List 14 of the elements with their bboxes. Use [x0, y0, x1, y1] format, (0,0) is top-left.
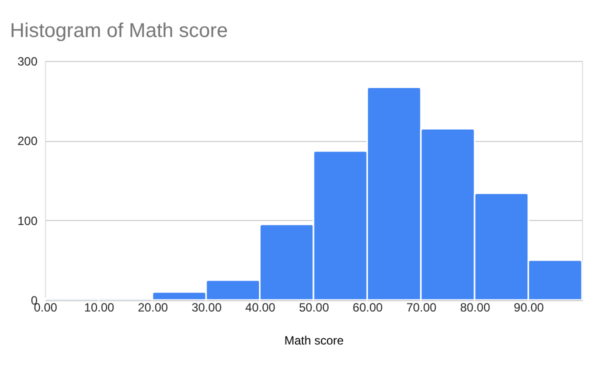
x-tick-label: 60.00 — [352, 300, 384, 314]
x-tick-label: 70.00 — [406, 300, 437, 314]
x-tick-label: 80.00 — [460, 300, 490, 314]
y-tick-label: 200 — [17, 134, 38, 148]
x-tick-label: 90.00 — [514, 300, 544, 314]
x-tick-label: 40.00 — [245, 300, 276, 314]
chart-title: Histogram of Math score — [10, 20, 228, 42]
x-tick-label: 10.00 — [84, 300, 115, 314]
x-axis-title: Math score — [284, 334, 344, 348]
x-tick-label: 30.00 — [192, 300, 222, 314]
x-tick-label: 20.00 — [138, 300, 168, 314]
x-tick-label: 50.00 — [298, 300, 330, 314]
y-tick-label: 300 — [17, 54, 38, 68]
y-tick-label: 100 — [17, 214, 38, 228]
